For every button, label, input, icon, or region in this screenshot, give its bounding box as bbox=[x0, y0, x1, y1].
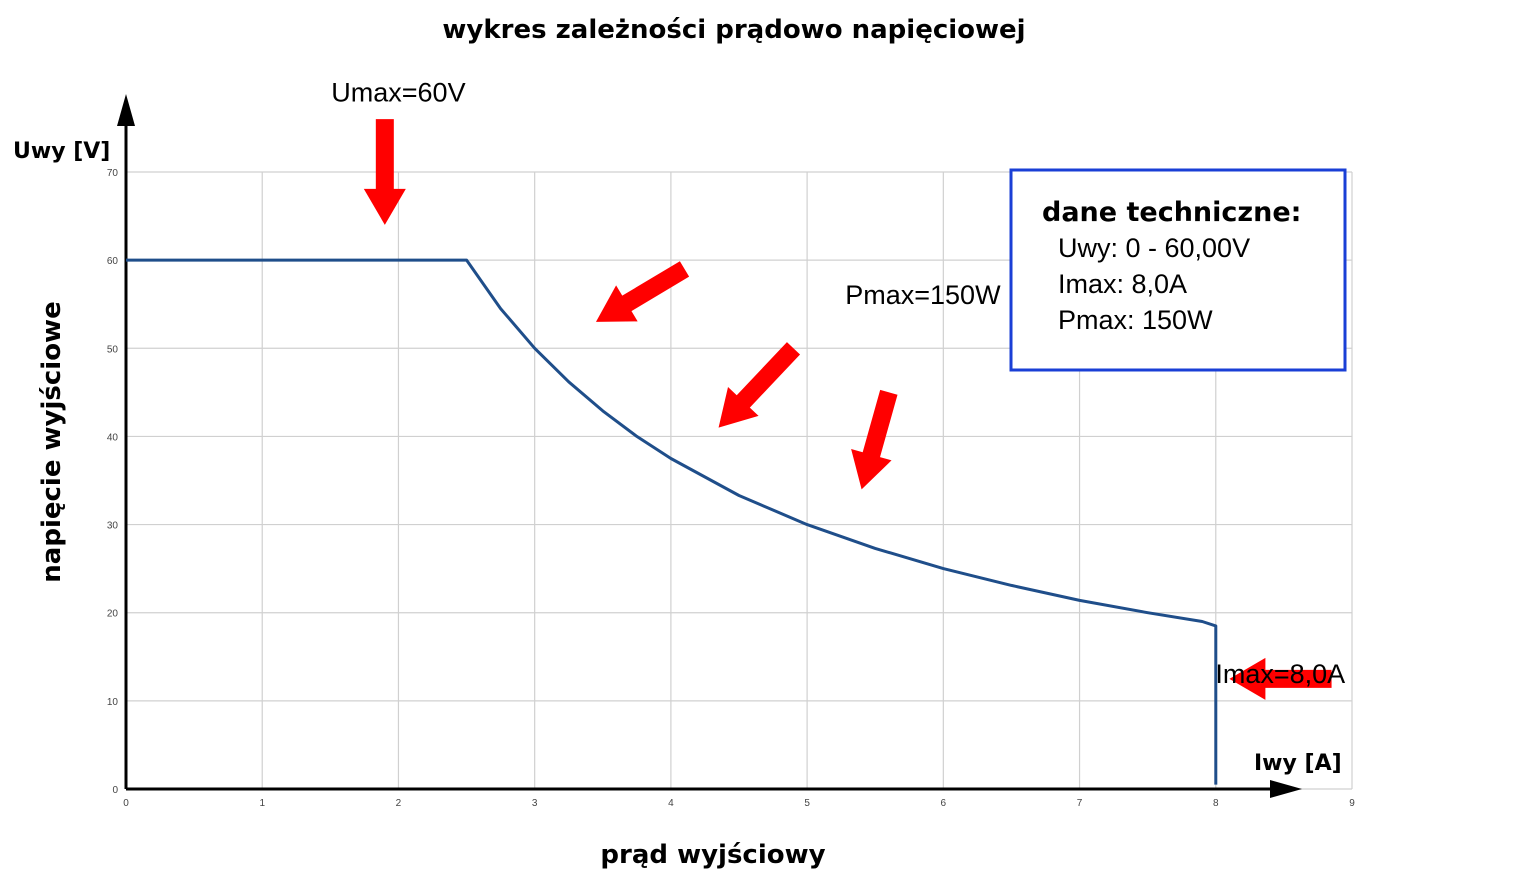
annotation-label: Umax=60V bbox=[331, 77, 465, 107]
y-tick-label: 30 bbox=[107, 521, 119, 532]
info-box: dane techniczne: Uwy: 0 - 60,00V Imax: 8… bbox=[1009, 168, 1347, 372]
info-box-line: Pmax: 150W bbox=[1058, 305, 1213, 335]
y-tick-labels: 0 10 20 30 40 50 60 70 bbox=[107, 168, 119, 796]
x-tick-label: 5 bbox=[804, 798, 810, 809]
x-tick-label: 6 bbox=[941, 798, 947, 809]
x-tick-label: 2 bbox=[396, 798, 402, 809]
x-axis-label: prąd wyjściowy bbox=[600, 840, 825, 870]
x-axis-arrowhead bbox=[1270, 780, 1302, 798]
x-unit-label: Iwy [A] bbox=[1254, 751, 1342, 776]
y-tick-label: 10 bbox=[107, 697, 119, 708]
series-group bbox=[126, 258, 1218, 785]
info-box-line: Uwy: 0 - 60,00V bbox=[1058, 233, 1250, 263]
red-arrow bbox=[1229, 657, 1332, 700]
red-arrow bbox=[718, 342, 801, 428]
chart-title: wykres zależności prądowo napięciowej bbox=[442, 15, 1025, 45]
y-tick-label: 0 bbox=[112, 785, 118, 796]
annotation-label: Imax=8,0A bbox=[1215, 659, 1345, 689]
y-tick-label: 40 bbox=[107, 432, 119, 443]
red-arrows bbox=[363, 119, 1332, 700]
info-box-line: Imax: 8,0A bbox=[1058, 269, 1187, 299]
y-tick-label: 20 bbox=[107, 609, 119, 620]
y-tick-label: 50 bbox=[107, 344, 119, 355]
y-unit-label: Uwy [V] bbox=[13, 139, 110, 164]
y-tick-label: 70 bbox=[107, 168, 119, 179]
red-arrow bbox=[595, 261, 690, 322]
x-tick-labels: 0 1 2 3 4 5 6 7 8 9 bbox=[123, 798, 1355, 809]
info-box-title: dane techniczne: bbox=[1042, 197, 1301, 228]
x-tick-label: 1 bbox=[259, 798, 265, 809]
annotations: Umax=60V Pmax=150W Imax=8,0A bbox=[331, 77, 1345, 689]
x-tick-label: 8 bbox=[1213, 798, 1219, 809]
x-tick-label: 7 bbox=[1077, 798, 1083, 809]
annotation-label: Pmax=150W bbox=[845, 280, 1001, 310]
red-arrow bbox=[363, 119, 406, 225]
x-tick-label: 9 bbox=[1349, 798, 1355, 809]
x-tick-label: 4 bbox=[668, 798, 674, 809]
y-tick-label: 60 bbox=[107, 256, 119, 267]
x-tick-label: 0 bbox=[123, 798, 129, 809]
y-axis-arrowhead bbox=[117, 94, 135, 126]
x-tick-label: 3 bbox=[532, 798, 538, 809]
y-axis-label: napięcie wyjściowe bbox=[37, 301, 67, 582]
series-line bbox=[126, 258, 1218, 785]
red-arrow bbox=[851, 389, 898, 490]
info-box-border bbox=[1009, 168, 1347, 372]
axes bbox=[117, 94, 1302, 798]
